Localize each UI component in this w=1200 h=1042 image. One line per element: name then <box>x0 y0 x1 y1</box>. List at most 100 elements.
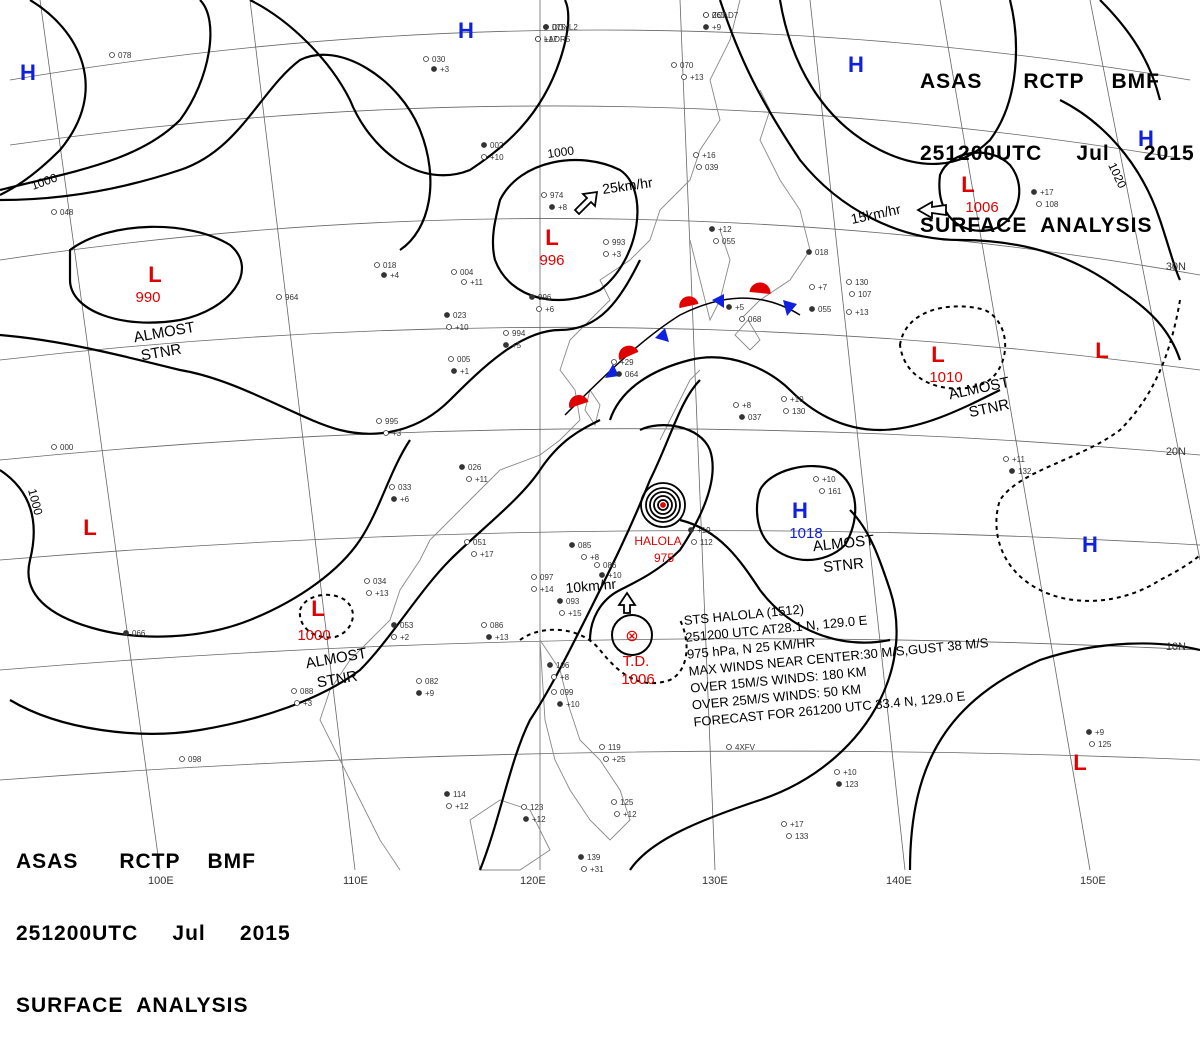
station-circle-icon <box>557 701 563 707</box>
station-circle-icon <box>557 598 563 604</box>
isobar-typhoon-ring <box>588 424 714 641</box>
arrow-low996-ne-icon <box>573 190 599 216</box>
station-circle-icon <box>809 306 815 312</box>
station-circle-icon <box>423 56 429 62</box>
station-circle-icon <box>374 262 380 268</box>
station-circle-icon <box>416 690 422 696</box>
stnr-line2: STNR <box>140 341 183 365</box>
station-circle-icon <box>1031 189 1037 195</box>
station-value: +17 <box>480 550 494 559</box>
station-circle-icon <box>611 799 617 805</box>
station-value: +12 <box>623 810 637 819</box>
header-top-line3: SURFACE ANALYSIS <box>920 214 1153 237</box>
station-value: 996 <box>538 293 552 302</box>
low-center-value: 990 <box>135 289 160 306</box>
station-circle-icon <box>836 781 842 787</box>
station-value: 055 <box>818 305 832 314</box>
station-value: 093 <box>566 597 580 606</box>
station-circle-icon <box>581 554 587 560</box>
station-circle-icon <box>733 402 739 408</box>
station-value: +11 <box>475 475 489 484</box>
station-value: +3 <box>392 429 402 438</box>
station-value: +9 <box>712 23 722 32</box>
station-circle-icon <box>549 204 555 210</box>
isobar-1006-td-cluster <box>608 356 1001 432</box>
longitude-lines <box>39 0 1200 871</box>
stnr-line1: ALMOST <box>812 532 875 555</box>
station-value: 995 <box>385 417 399 426</box>
station-value: +19 <box>697 526 711 535</box>
station-circle-icon <box>1009 468 1015 474</box>
isobar-990-ring <box>68 225 243 324</box>
station-value: 107 <box>858 290 872 299</box>
station-circle-icon <box>536 306 542 312</box>
isobar-label: 1000 <box>25 487 46 517</box>
station-value: +25 <box>612 755 626 764</box>
station-circle-icon <box>726 304 732 310</box>
station-value: 964 <box>285 293 299 302</box>
station-value: +10 <box>566 700 580 709</box>
station-circle-icon <box>1036 201 1042 207</box>
station-value: +6 <box>545 305 555 314</box>
high-center-letter: H <box>848 52 864 77</box>
station-circle-icon <box>1003 456 1009 462</box>
station-value: 018 <box>383 261 397 270</box>
isobar-1000-south <box>0 439 411 638</box>
station-circle-icon <box>693 152 699 158</box>
station-circle-icon <box>806 249 812 255</box>
isobar-south-1 <box>9 419 601 735</box>
high-center-value: 1018 <box>789 525 822 542</box>
station-circle-icon <box>535 36 541 42</box>
station-circle-icon <box>551 674 557 680</box>
header-bottom-line2: 251200UTC Jul 2015 <box>16 922 291 945</box>
station-circle-icon <box>391 634 397 640</box>
pressure-centers: H H H H L 990 L 996 L 1006 L 1010 L L L … <box>20 18 1154 775</box>
stnr-line2: STNR <box>316 668 359 692</box>
low-center-letter: L <box>311 596 324 621</box>
station-circle-icon <box>464 539 470 545</box>
typhoon-ring-3 <box>649 491 677 519</box>
station-value: +12 <box>455 802 469 811</box>
isobar-se-big <box>908 642 1200 871</box>
station-value: +17 <box>1040 188 1054 197</box>
stnr-line2: STNR <box>822 555 865 576</box>
low-center-letter: L <box>1073 750 1086 775</box>
coast-taiwan <box>584 388 601 427</box>
station-circle-icon <box>709 226 715 232</box>
td-pressure: 1006 <box>621 671 654 688</box>
typhoon-ring-2 <box>645 487 681 523</box>
station-value: +7 <box>818 283 828 292</box>
lon-label: 130E <box>702 875 728 887</box>
td-marker: ⊗ <box>611 614 653 656</box>
station-circle-icon <box>611 359 617 365</box>
isobar-outer-east-2 <box>718 0 1182 361</box>
station-circle-icon <box>599 744 605 750</box>
station-value: 070 <box>680 61 694 70</box>
station-value: 106 <box>556 661 570 670</box>
station-value: +12 <box>718 225 732 234</box>
station-value: 018 <box>815 248 829 257</box>
station-circle-icon <box>451 269 457 275</box>
station-circle-icon <box>446 324 452 330</box>
station-circle-icon <box>809 284 815 290</box>
front-cold-segment-1 <box>605 364 619 378</box>
lat-label: 30N <box>1166 261 1186 273</box>
station-circle-icon <box>603 239 609 245</box>
front-warm-segment-3 <box>679 296 699 309</box>
station-value: 112 <box>700 538 713 547</box>
isobar-se-2 <box>679 518 891 644</box>
header-bottom-line3: SURFACE ANALYSIS <box>16 994 249 1017</box>
station-circle-icon <box>688 527 694 533</box>
station-circle-icon <box>459 464 465 470</box>
low-center-letter: L <box>931 342 944 367</box>
station-value: +3 <box>303 699 313 708</box>
station-circle-icon <box>471 551 477 557</box>
station-circle-icon <box>578 854 584 860</box>
station-circle-icon <box>531 574 537 580</box>
header-top-line2: 251200UTC Jul 2015 <box>920 142 1195 165</box>
station-value: 065 <box>712 11 726 20</box>
front-cold-segment-4 <box>783 300 797 316</box>
station-circle-icon <box>481 622 487 628</box>
station-value: +8 <box>742 401 752 410</box>
